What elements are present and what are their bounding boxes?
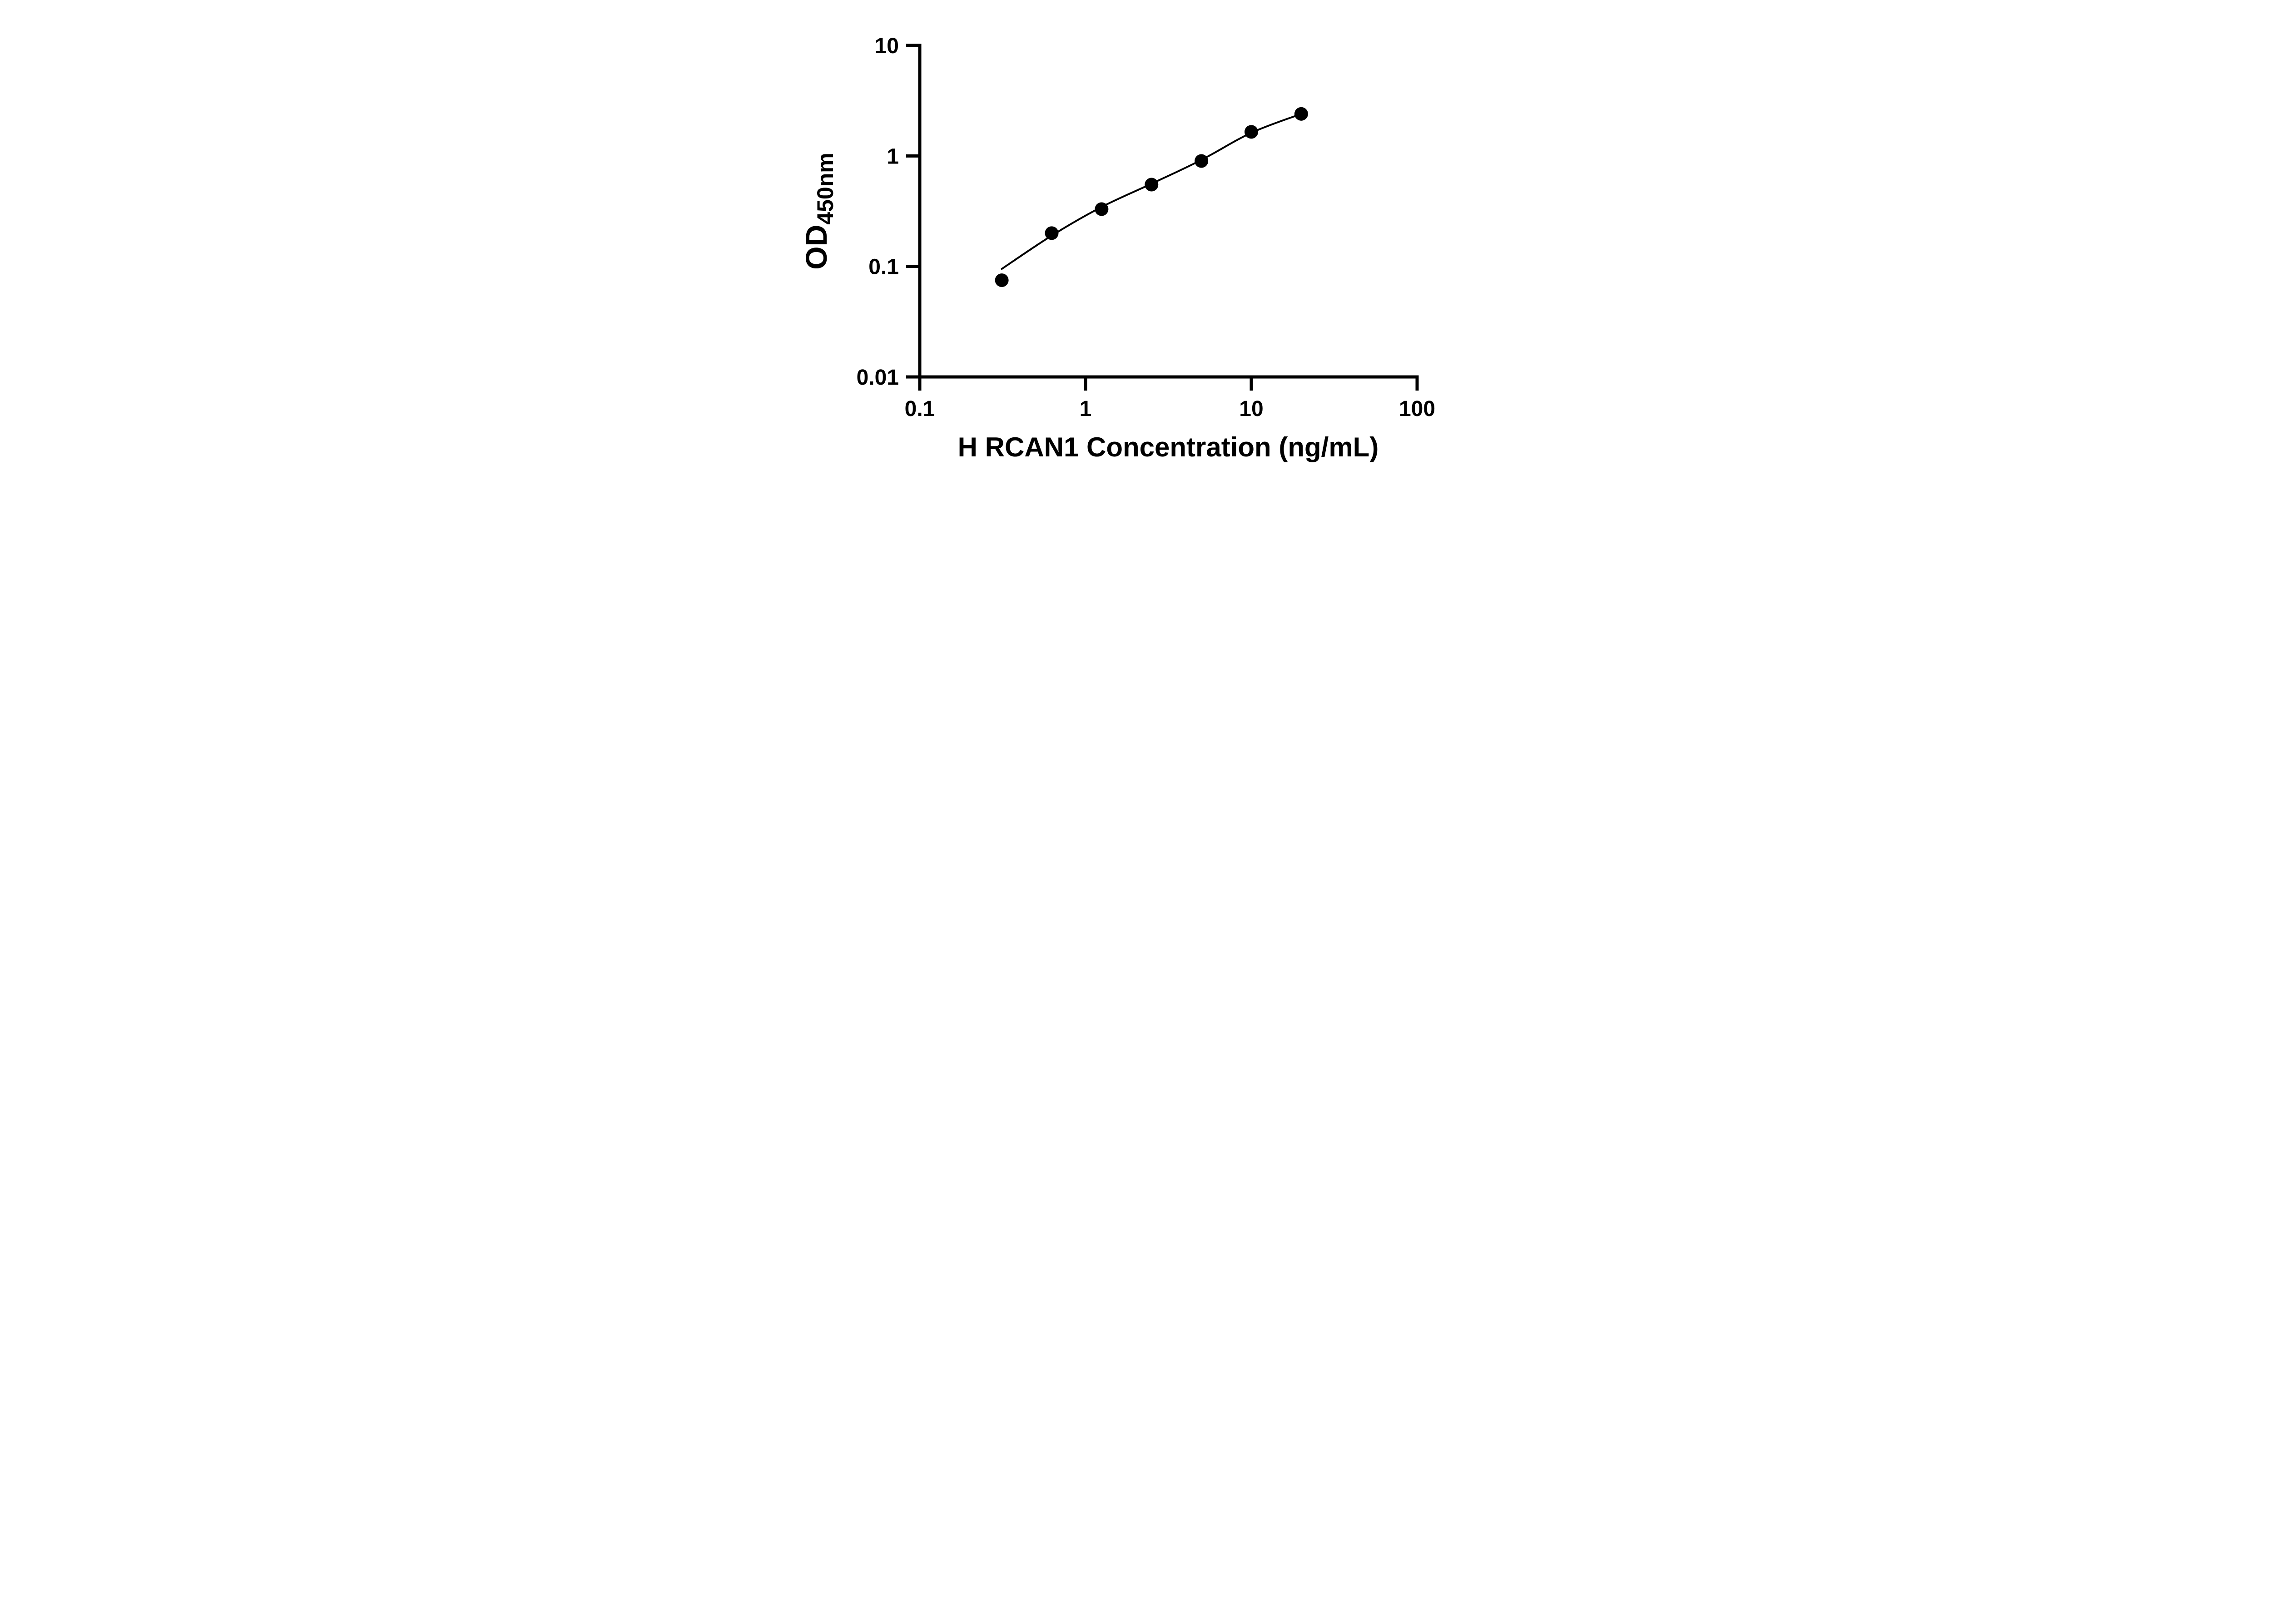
y-axis-title: OD450nm <box>799 153 838 269</box>
y-axis-tick-label: 1 <box>887 144 899 168</box>
data-point <box>1195 154 1209 168</box>
data-point <box>1095 202 1109 216</box>
y-axis-tick-label: 10 <box>875 34 899 58</box>
y-axis-tick-label: 0.01 <box>857 366 899 390</box>
data-point <box>1045 226 1059 240</box>
x-axis-tick-label: 1 <box>1080 397 1092 421</box>
x-axis-title: H RCAN1 Concentration (ng/mL) <box>958 432 1379 462</box>
y-axis-title-sub: 450nm <box>813 153 838 224</box>
data-point <box>1145 178 1159 192</box>
x-axis-tick-label: 10 <box>1239 397 1263 421</box>
y-axis-title-main: OD <box>799 225 833 270</box>
y-axis-tick-label: 0.1 <box>868 255 899 279</box>
data-point <box>1245 125 1258 139</box>
elisa-standard-curve-figure: 0.1 1 10 100 0.01 0.1 1 10 H RCAN1 Concentratio… <box>783 0 1488 487</box>
x-axis-tick-label: 100 <box>1399 397 1435 421</box>
data-point <box>1294 107 1308 121</box>
data-point <box>995 273 1009 287</box>
x-axis-tick-label: 0.1 <box>905 397 935 421</box>
